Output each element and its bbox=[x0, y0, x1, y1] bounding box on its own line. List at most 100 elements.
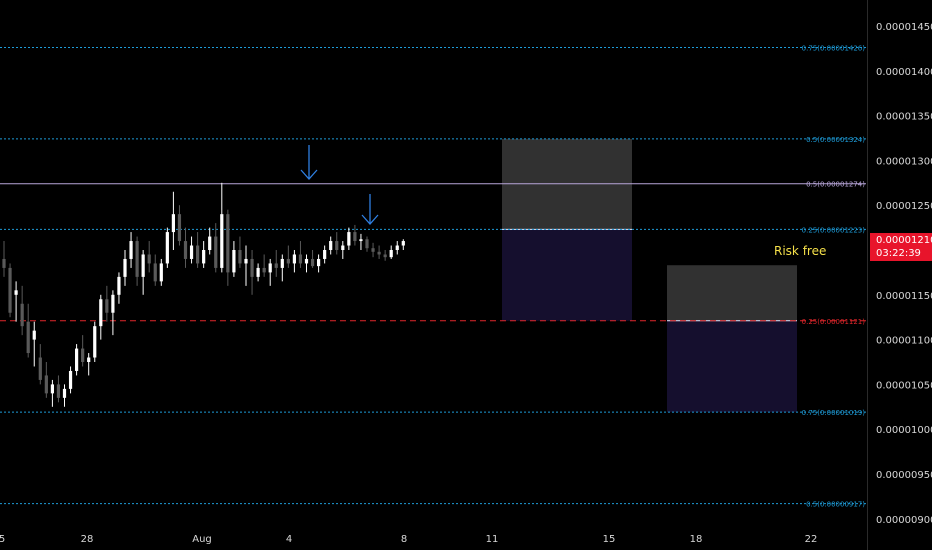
arrow-down-2-head bbox=[361, 214, 379, 225]
candle-body bbox=[286, 258, 290, 264]
candle-body bbox=[93, 326, 97, 358]
candle-body bbox=[87, 357, 91, 362]
candle-body bbox=[8, 267, 12, 313]
x-tick-label: 28 bbox=[81, 534, 94, 545]
candle-body bbox=[196, 245, 200, 264]
level-label: 0.75(0.00001019) bbox=[802, 409, 866, 417]
risk-free-label: Risk free bbox=[774, 244, 827, 258]
candle-body bbox=[347, 232, 351, 246]
candle-body bbox=[68, 370, 73, 389]
candle-body bbox=[310, 258, 315, 267]
candle-body bbox=[335, 241, 339, 250]
y-tick-label: 0.00001300 bbox=[876, 156, 932, 167]
candle-body bbox=[2, 258, 6, 268]
y-tick-label: 0.00001100 bbox=[876, 336, 932, 347]
stop-zone bbox=[502, 229, 632, 321]
candle-body bbox=[365, 239, 369, 249]
candle-body bbox=[244, 258, 248, 264]
y-tick-label: 0.00001000 bbox=[876, 425, 932, 436]
current-price-badge: 0.00001210 03:22:39 bbox=[870, 233, 932, 261]
candle-body bbox=[141, 254, 145, 277]
candle-body bbox=[389, 250, 393, 258]
x-tick-label: 8 bbox=[401, 534, 407, 545]
candle-countdown: 03:22:39 bbox=[876, 248, 921, 259]
candle-body bbox=[329, 241, 333, 250]
candle-body bbox=[111, 294, 115, 313]
target-zone bbox=[667, 265, 797, 321]
y-tick-label: 0.00000950 bbox=[876, 470, 932, 481]
candle-body bbox=[129, 241, 133, 259]
x-tick-label: 15 bbox=[603, 534, 616, 545]
level-label: 0.5(0.00001324) bbox=[806, 136, 865, 144]
y-tick-label: 0.00001150 bbox=[876, 291, 932, 302]
candle-body bbox=[341, 245, 345, 250]
candle-body bbox=[153, 263, 157, 282]
price-axis-separator bbox=[867, 0, 868, 550]
y-tick-label: 0.00001350 bbox=[876, 112, 932, 123]
candle-body bbox=[232, 250, 236, 273]
level-label: 0.25(0.00001223) bbox=[802, 226, 866, 234]
candle-body bbox=[317, 258, 321, 267]
candle-body bbox=[135, 241, 139, 277]
candle-body bbox=[304, 258, 309, 264]
candle-body bbox=[323, 250, 327, 259]
candle-body bbox=[250, 258, 254, 277]
x-tick-label: 11 bbox=[486, 534, 499, 545]
candle-body bbox=[377, 251, 381, 255]
y-tick-label: 0.00001400 bbox=[876, 67, 932, 78]
candle-body bbox=[238, 250, 242, 264]
candle-body bbox=[147, 254, 151, 264]
candle-body bbox=[220, 214, 224, 268]
candle-body bbox=[226, 214, 230, 273]
candle-body bbox=[208, 236, 212, 250]
candle-body bbox=[177, 214, 182, 242]
level-label: 0.25(0.00001121) bbox=[802, 318, 866, 326]
candle-body bbox=[117, 276, 121, 295]
candle-body bbox=[383, 254, 387, 258]
candle-body bbox=[280, 258, 284, 268]
candle-body bbox=[274, 263, 278, 268]
candle-body bbox=[14, 290, 18, 295]
candle-body bbox=[159, 263, 163, 282]
arrow-down-1-head bbox=[300, 169, 318, 180]
candle-body bbox=[256, 267, 260, 277]
candle-body bbox=[123, 258, 127, 277]
y-tick-label: 0.00001250 bbox=[876, 201, 932, 212]
candle-body bbox=[189, 245, 194, 259]
candle-body bbox=[214, 236, 218, 268]
candle-body bbox=[38, 357, 42, 380]
x-tick-label: 18 bbox=[690, 534, 703, 545]
candle-body bbox=[56, 384, 61, 398]
x-tick-label: 5 bbox=[0, 534, 5, 545]
candle-body bbox=[353, 232, 357, 242]
x-tick-label: Aug bbox=[192, 534, 212, 545]
candle-body bbox=[298, 254, 303, 264]
candle-body bbox=[401, 241, 405, 246]
candle-body bbox=[171, 214, 175, 233]
candle-body bbox=[165, 232, 169, 264]
x-tick-label: 22 bbox=[805, 534, 818, 545]
level-label: 0.5(0.00000917) bbox=[806, 501, 865, 509]
current-price-value: 0.00001210 bbox=[876, 235, 932, 246]
level-label: 0.5(0.00001274) bbox=[806, 181, 865, 189]
candle-body bbox=[371, 248, 375, 252]
candle-body bbox=[359, 239, 363, 242]
candle-body bbox=[62, 388, 67, 398]
candle-body bbox=[81, 348, 85, 362]
candle-body bbox=[75, 348, 79, 371]
candle-body bbox=[105, 299, 109, 313]
candle-body bbox=[292, 254, 296, 264]
candle-body bbox=[50, 384, 54, 394]
candle-body bbox=[262, 267, 266, 273]
candle-body bbox=[183, 241, 188, 259]
candle-body bbox=[44, 375, 48, 394]
candle-body bbox=[268, 263, 272, 273]
level-label: 0.75(0.00001426) bbox=[802, 45, 866, 53]
candle-body bbox=[99, 299, 103, 327]
y-tick-label: 0.00000900 bbox=[876, 515, 932, 526]
stop-zone bbox=[667, 320, 797, 413]
candle-body bbox=[202, 250, 206, 264]
y-tick-label: 0.00001050 bbox=[876, 380, 932, 391]
candle-body bbox=[395, 245, 399, 250]
